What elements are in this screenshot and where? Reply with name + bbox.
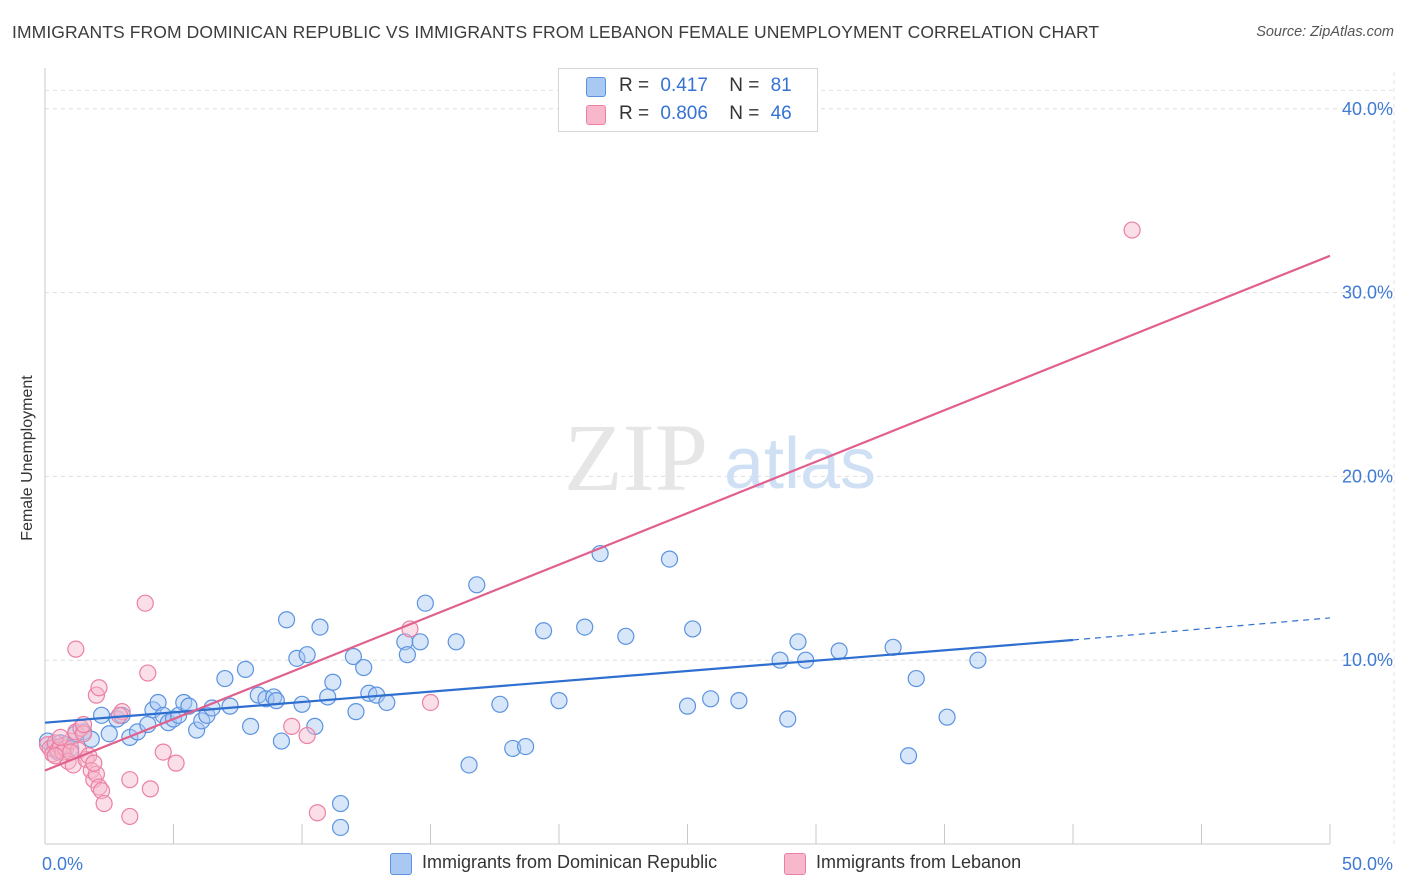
trend-line-lebanon [45, 256, 1330, 771]
x-tick-label-min: 0.0% [42, 854, 83, 874]
point-dominican [831, 643, 847, 659]
point-dominican [222, 698, 238, 714]
legend-swatch-dominican [586, 77, 606, 97]
point-lebanon [284, 718, 300, 734]
series-label-lebanon: Immigrants from Lebanon [816, 852, 1021, 873]
point-dominican [772, 652, 788, 668]
point-dominican [333, 819, 349, 835]
point-dominican [348, 704, 364, 720]
legend-n-value: 46 [771, 103, 792, 124]
point-lebanon [299, 728, 315, 744]
legend-r-label: R = [619, 75, 649, 96]
point-dominican [685, 621, 701, 637]
point-dominican [680, 698, 696, 714]
point-dominican [536, 623, 552, 639]
point-lebanon [155, 744, 171, 760]
legend-n-value: 81 [771, 75, 792, 96]
legend-n-label: N = [729, 103, 759, 124]
point-dominican [551, 693, 567, 709]
point-dominican [268, 693, 284, 709]
point-dominican [320, 689, 336, 705]
point-dominican [217, 671, 233, 687]
data-points [40, 222, 1141, 835]
stats-legend: R = 0.417 N = 81 R = 0.806 N = 46 [558, 68, 818, 132]
point-lebanon [1124, 222, 1140, 238]
point-dominican [312, 619, 328, 635]
point-lebanon [168, 755, 184, 771]
point-dominican [417, 595, 433, 611]
point-dominican [518, 739, 534, 755]
point-dominican [356, 660, 372, 676]
point-lebanon [91, 680, 107, 696]
point-dominican [101, 726, 117, 742]
point-lebanon [122, 772, 138, 788]
legend-r-value: 0.417 [660, 75, 708, 96]
point-dominican [94, 707, 110, 723]
series-label-dominican: Immigrants from Dominican Republic [422, 852, 717, 873]
y-tick-label: 20.0% [1342, 466, 1393, 486]
point-lebanon [96, 796, 112, 812]
series-swatch-lebanon [784, 853, 806, 875]
y-axis-label: Female Unemployment [19, 375, 37, 540]
point-dominican [237, 661, 253, 677]
point-dominican [939, 709, 955, 725]
point-dominican [243, 718, 259, 734]
point-dominican [379, 694, 395, 710]
y-tick-label: 40.0% [1342, 99, 1393, 119]
point-lebanon [140, 665, 156, 681]
chart-canvas: ZIP atlas 10.0% 20.0% 30.0% 40.0% 0.0% 50.0% [0, 0, 1406, 892]
legend-r-label: R = [619, 103, 649, 124]
y-tick-label: 30.0% [1342, 283, 1393, 303]
point-dominican [703, 691, 719, 707]
point-lebanon [86, 755, 102, 771]
trend-lines [45, 256, 1330, 771]
point-dominican [294, 696, 310, 712]
point-lebanon [137, 595, 153, 611]
y-tick-label: 10.0% [1342, 650, 1393, 670]
point-dominican [780, 711, 796, 727]
point-lebanon [68, 641, 84, 657]
trend-line-dominican-extension [1073, 618, 1330, 640]
tick-labels: 10.0% 20.0% 30.0% 40.0% 0.0% 50.0% [42, 99, 1393, 874]
point-dominican [448, 634, 464, 650]
x-tick-label-max: 50.0% [1342, 854, 1393, 874]
point-lebanon [52, 729, 68, 745]
point-lebanon [47, 748, 63, 764]
point-dominican [908, 671, 924, 687]
point-dominican [577, 619, 593, 635]
point-dominican [325, 674, 341, 690]
point-dominican [412, 634, 428, 650]
point-lebanon [309, 805, 325, 821]
watermark-atlas: atlas [724, 424, 876, 504]
point-dominican [273, 733, 289, 749]
point-dominican [399, 647, 415, 663]
point-dominican [970, 652, 986, 668]
point-lebanon [423, 694, 439, 710]
legend-swatch-lebanon [586, 105, 606, 125]
point-dominican [279, 612, 295, 628]
point-lebanon [122, 808, 138, 824]
series-swatch-dominican [390, 853, 412, 875]
legend-r-value: 0.806 [660, 103, 708, 124]
point-dominican [901, 748, 917, 764]
point-lebanon [142, 781, 158, 797]
point-dominican [299, 647, 315, 663]
point-dominican [469, 577, 485, 593]
point-dominican [790, 634, 806, 650]
point-dominican [461, 757, 477, 773]
point-dominican [492, 696, 508, 712]
watermark-zip: ZIP [564, 404, 708, 511]
point-dominican [618, 628, 634, 644]
legend-n-label: N = [729, 75, 759, 96]
point-dominican [333, 796, 349, 812]
point-dominican [731, 693, 747, 709]
point-dominican [662, 551, 678, 567]
